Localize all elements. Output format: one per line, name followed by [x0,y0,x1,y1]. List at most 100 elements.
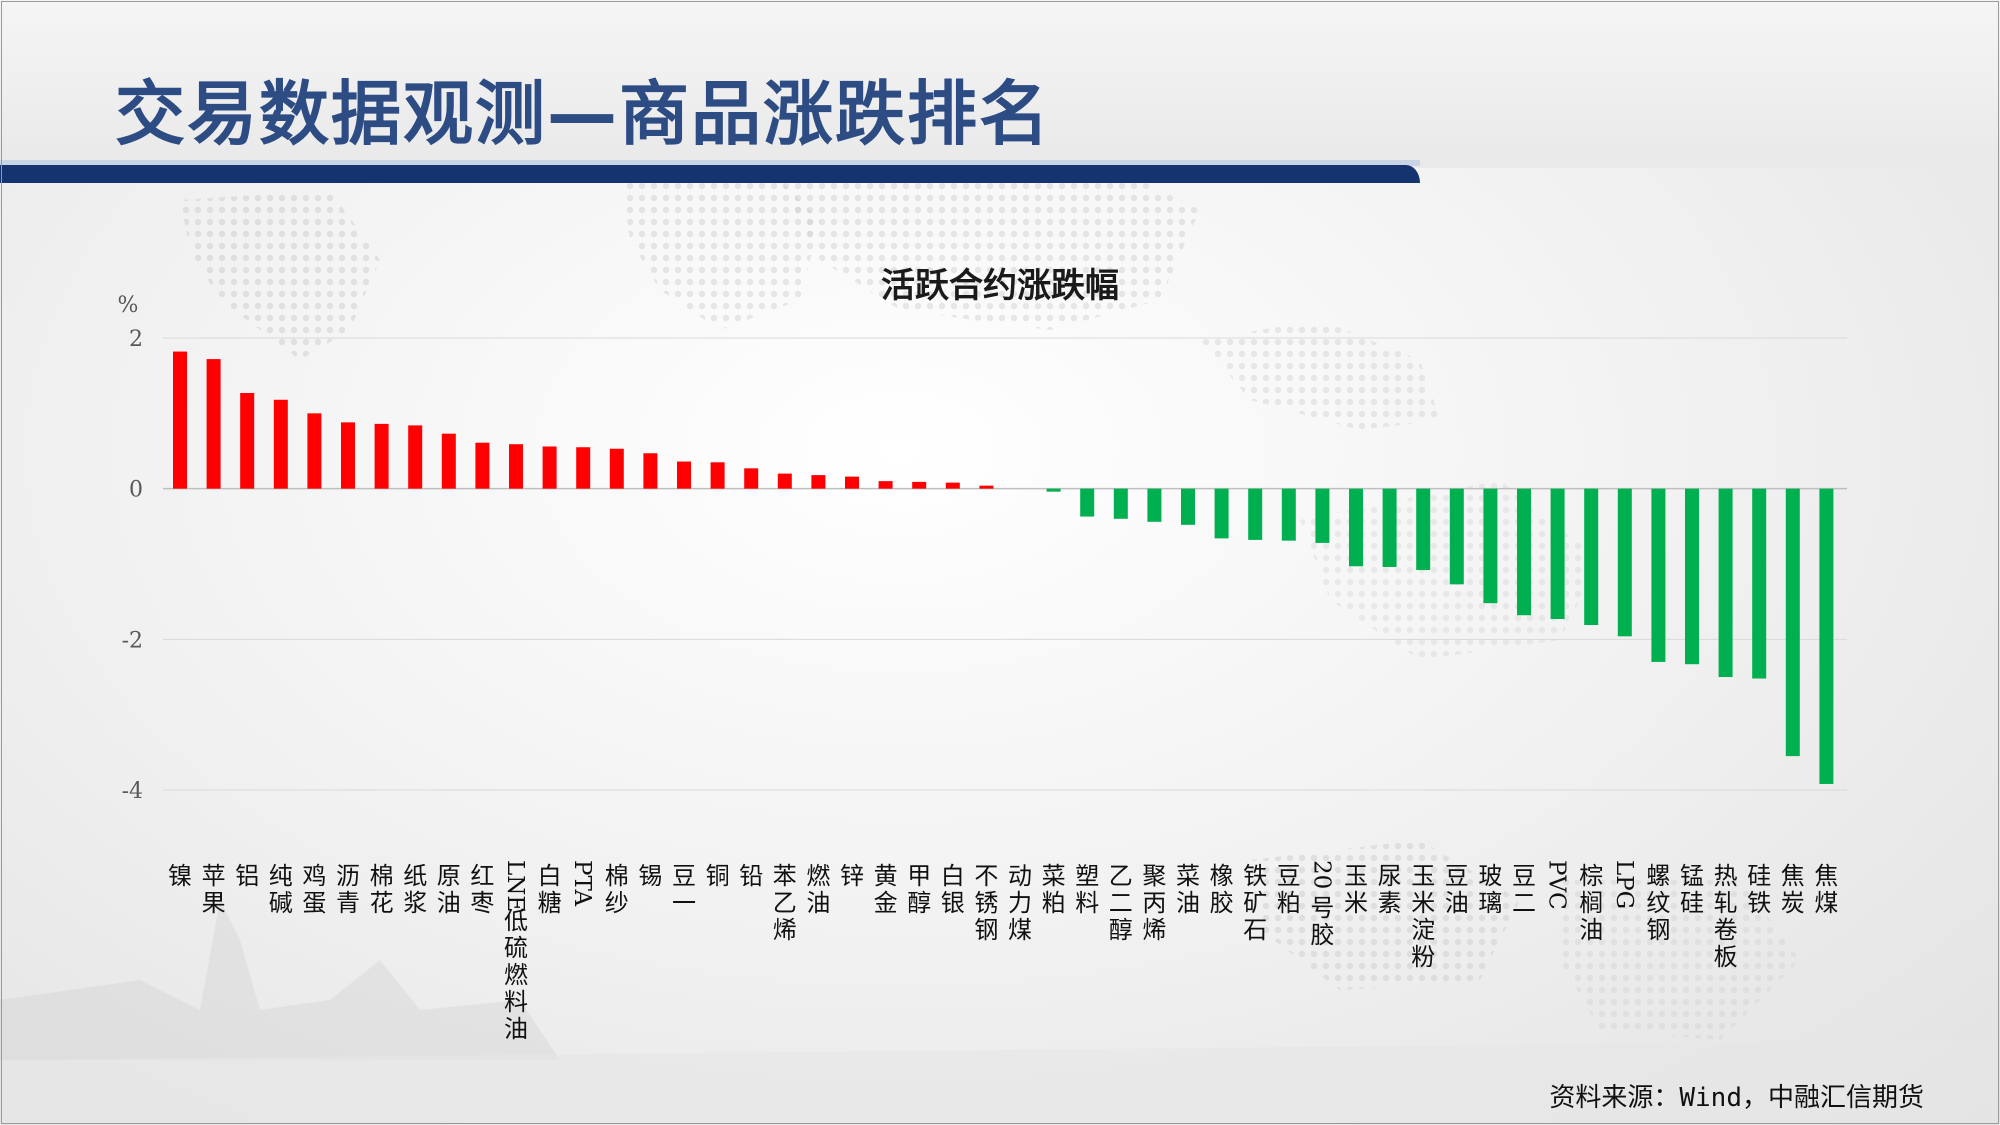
bar-铁矿石 [1248,488,1263,540]
bar-PVC [1550,488,1565,619]
bar-铅 [744,468,759,489]
svg-text:棉: 棉 [605,862,629,890]
category-label: 白银 [941,862,965,917]
category-label: 菜油 [1176,862,1200,917]
category-label: 豆粕 [1277,862,1301,917]
svg-text:红: 红 [470,862,494,890]
category-label: 鸡蛋 [302,862,326,917]
bar-锡 [643,453,658,489]
bar-塑料 [1080,488,1095,517]
header-band [0,165,1420,183]
bar-燃油 [811,475,826,489]
svg-text:低: 低 [504,907,528,935]
category-label: 螺纹钢 [1646,862,1670,944]
svg-text:豆: 豆 [1512,862,1536,890]
bar-铝 [240,392,255,489]
svg-text:豆: 豆 [672,862,696,890]
svg-text:花: 花 [370,889,394,917]
category-label: 红枣 [470,862,494,917]
svg-text:锌: 锌 [840,862,864,890]
svg-text:枣: 枣 [470,889,494,917]
svg-text:锈: 锈 [974,889,998,917]
svg-text:醇: 醇 [1109,916,1133,944]
svg-text:力: 力 [1008,889,1032,917]
svg-text:燃: 燃 [806,862,830,890]
bar-铜 [710,462,725,489]
bar-20号胶 [1315,488,1330,543]
svg-text:纹: 纹 [1646,889,1670,917]
svg-text:铝: 铝 [235,862,259,890]
category-labels-layer: 镍苹果铝 纯碱鸡蛋沥青棉花纸浆原油红枣 LNE低硫燃料油白糖 PTA 棉纱锡 豆一铜铅苯乙… [168,860,1838,1043]
category-label: 豆一 [672,862,696,917]
svg-text:PVC: PVC [1544,860,1570,910]
svg-text:粉: 粉 [1411,943,1435,971]
svg-text:油: 油 [1176,889,1200,917]
category-label: 动力煤 [1008,862,1032,944]
category-label: 锌 [840,862,864,890]
svg-text:LPG: LPG [1611,860,1637,909]
header-background [0,0,2000,168]
svg-text:豆: 豆 [1277,862,1301,890]
svg-text:油: 油 [1445,889,1469,917]
svg-text:LNE: LNE [502,860,528,912]
bar-焦煤 [1819,488,1834,784]
svg-text:硅: 硅 [1747,862,1771,890]
svg-text:纸: 纸 [403,862,427,890]
grid-layer [163,337,1847,791]
category-label: 玻璃 [1478,862,1502,917]
bar-镍 [173,351,187,489]
category-label: 苹果 [202,862,226,917]
bar-螺纹钢 [1651,488,1666,662]
svg-text:油: 油 [1579,916,1603,944]
category-label: 白糖 [538,862,562,917]
svg-text:橡: 橡 [1210,862,1234,890]
bar-锌 [845,476,859,489]
svg-text:醇: 醇 [907,889,931,917]
bar-豆二 [1517,488,1531,616]
svg-text:炭: 炭 [1781,889,1805,917]
bar-PTA [576,447,591,489]
svg-text:胶: 胶 [1310,921,1334,949]
svg-text:矿: 矿 [1243,889,1267,917]
bar-聚丙烯 [1147,488,1162,522]
svg-text:料: 料 [504,988,528,1016]
svg-text:板: 板 [1714,943,1738,971]
svg-text:铁: 铁 [1243,862,1267,890]
bar-棕榈油 [1584,488,1599,626]
svg-text:PTA: PTA [569,860,595,907]
y-tick-label: -2 [122,628,143,653]
category-label: 苯乙烯 [773,862,797,944]
svg-text:钢: 钢 [974,916,998,944]
svg-text:青: 青 [336,889,360,917]
bar-玻璃 [1483,488,1498,604]
svg-text:璃: 璃 [1478,889,1502,917]
bar-LNE低硫燃料油 [509,444,523,489]
bar-白银 [945,482,960,489]
bar-纸浆 [408,425,423,489]
header-band-highlight [0,160,1420,166]
svg-text:粕: 粕 [1042,889,1066,917]
svg-text:菜: 菜 [1042,862,1066,890]
svg-text:铅: 铅 [739,862,763,890]
bar-原油 [441,433,456,489]
bar-菜粕 [1046,488,1061,492]
category-label: 聚丙烯 [1142,862,1166,944]
bar-豆油 [1449,488,1464,585]
bar-豆粕 [1281,488,1296,541]
svg-text:硫: 硫 [504,934,528,962]
bar-橡胶 [1214,488,1229,539]
bar-尿素 [1382,488,1397,568]
category-label: 豆油 [1445,862,1469,917]
svg-text:沥: 沥 [336,862,360,890]
category-label: 20 号胶 [1308,860,1334,949]
svg-text:菜: 菜 [1176,862,1200,890]
svg-text:焦: 焦 [1781,862,1805,890]
svg-text:玻: 玻 [1478,862,1502,890]
svg-text:蛋: 蛋 [302,889,326,917]
svg-text:苯: 苯 [773,862,797,890]
svg-text:螺: 螺 [1646,862,1670,890]
bar-纯碱 [273,399,288,489]
svg-text:硅: 硅 [1680,889,1704,917]
svg-text:锡: 锡 [638,862,662,890]
svg-text:20: 20 [1308,860,1334,889]
